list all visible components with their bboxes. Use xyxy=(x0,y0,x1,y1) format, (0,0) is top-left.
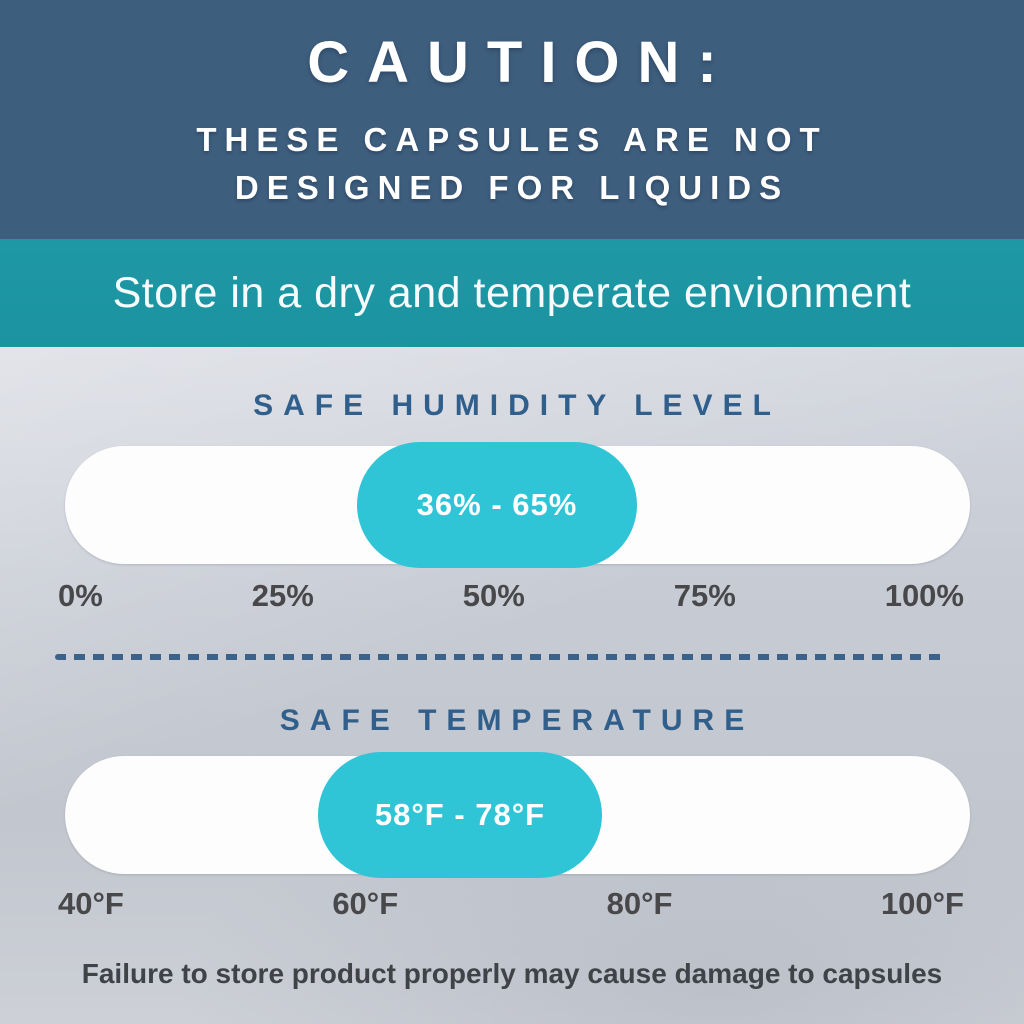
humidity-scale-label: 0% xyxy=(58,578,103,613)
dashed-divider xyxy=(55,654,948,660)
humidity-scale-label: 25% xyxy=(251,578,314,613)
humidity-scale-label: 50% xyxy=(462,578,525,613)
temperature-section-heading: SAFE TEMPERATURE xyxy=(279,704,755,737)
humidity-section-heading: SAFE HUMIDITY LEVEL xyxy=(253,389,781,422)
temperature-scale-label: 100°F xyxy=(880,886,964,921)
temperature-scale-label: 60°F xyxy=(332,886,399,921)
caution-subtitle: THESE CAPSULES ARE NOT DESIGNED FOR LIQU… xyxy=(196,120,828,206)
temperature-gauge-bar: 58°F - 78°F xyxy=(65,752,970,878)
temperature-scale: 40°F 60°F 80°F 100°F xyxy=(58,886,964,922)
storage-banner: Store in a dry and temperate envionment xyxy=(0,239,1024,347)
temperature-scale-label: 40°F xyxy=(58,886,124,921)
storage-warning-text: Failure to store product properly may ca… xyxy=(81,958,943,989)
temperature-range-label: 58°F - 78°F xyxy=(374,797,546,832)
storage-banner-text: Store in a dry and temperate envionment xyxy=(112,268,912,317)
storage-info-section: SAFE HUMIDITY LEVEL 36% - 65% 0% 25% 50%… xyxy=(0,347,1024,1024)
caution-title: CAUTION: xyxy=(307,29,735,95)
temperature-scale-label: 80°F xyxy=(606,886,673,921)
humidity-gauge-bar: 36% - 65% xyxy=(65,442,970,568)
humidity-safe-range-pill: 36% - 65% xyxy=(357,442,637,568)
temperature-safe-range-pill: 58°F - 78°F xyxy=(318,752,602,878)
humidity-scale-label: 100% xyxy=(884,578,964,613)
humidity-scale-label: 75% xyxy=(673,578,736,613)
humidity-range-label: 36% - 65% xyxy=(416,487,578,522)
caution-header-section: CAUTION: THESE CAPSULES ARE NOT DESIGNED… xyxy=(0,0,1024,239)
humidity-scale: 0% 25% 50% 75% 100% xyxy=(58,578,964,614)
